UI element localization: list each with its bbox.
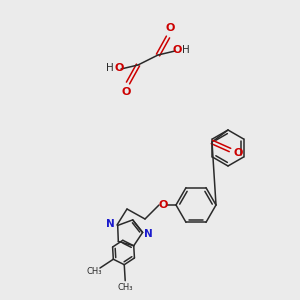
- Text: O: O: [121, 87, 131, 97]
- Text: H: H: [182, 45, 190, 55]
- Text: CH₃: CH₃: [86, 267, 102, 276]
- Text: O: O: [172, 45, 182, 55]
- Text: O: O: [165, 23, 175, 33]
- Text: O: O: [114, 63, 124, 73]
- Text: CH₃: CH₃: [118, 283, 134, 292]
- Text: H: H: [106, 63, 114, 73]
- Text: N: N: [144, 230, 153, 239]
- Text: O: O: [158, 200, 168, 210]
- Text: O: O: [233, 148, 243, 158]
- Text: N: N: [106, 220, 115, 230]
